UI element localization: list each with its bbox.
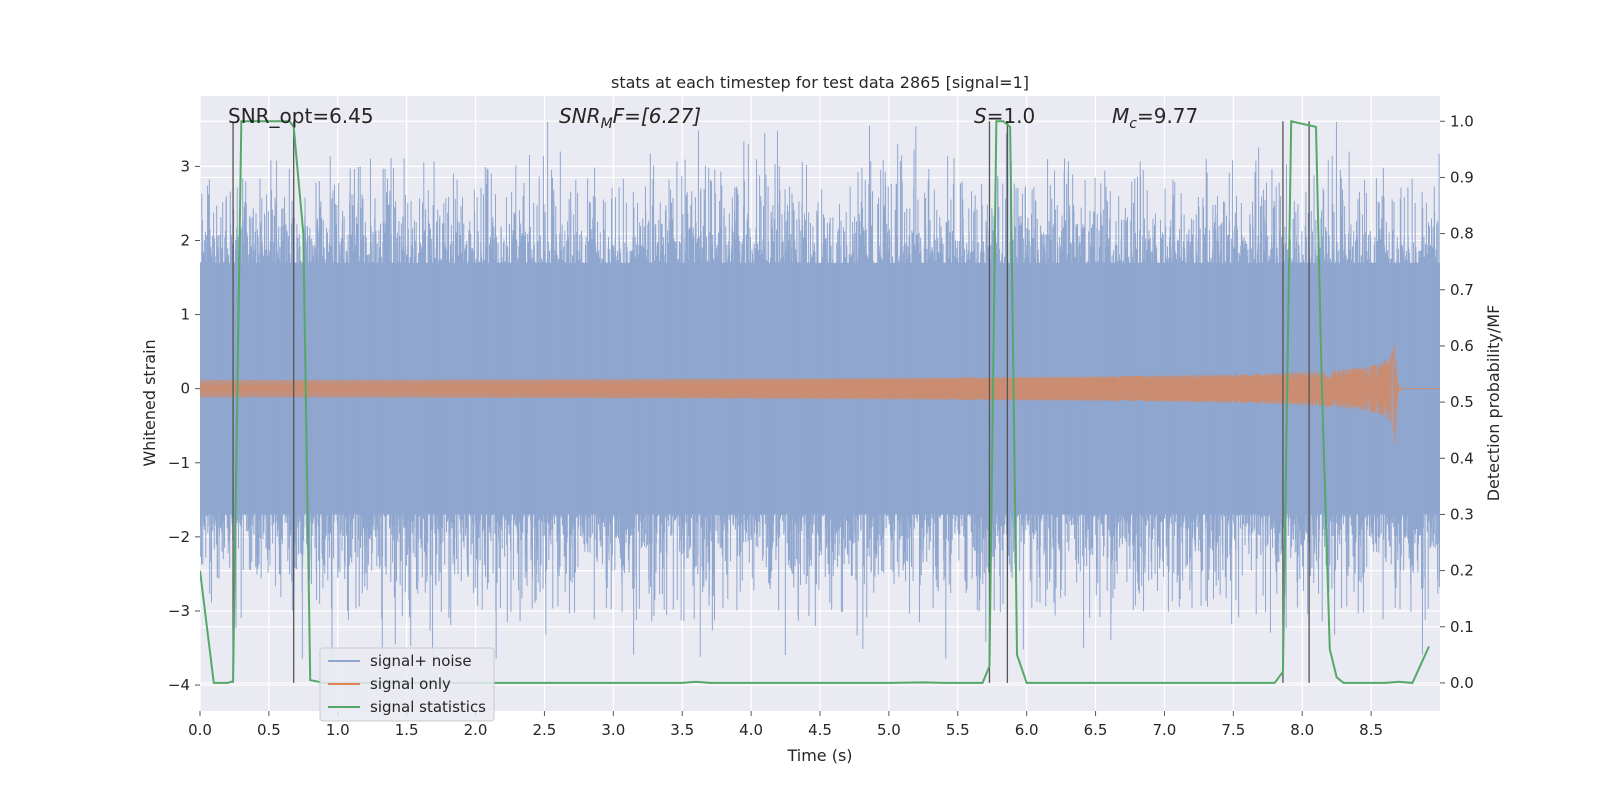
legend-box — [319, 647, 495, 722]
x-tick-label-6: 3.0 — [601, 721, 625, 739]
y-left-tick-label-6: 2 — [180, 231, 190, 249]
y-right-tick-label-9: 0.9 — [1450, 168, 1474, 186]
y-axis-right-ticks: 0.0 0.1 0.2 0.3 0.4 0.5 0.6 0.7 0.8 0.9 1.0 — [1440, 112, 1474, 692]
x-tick-label-7: 3.5 — [670, 721, 694, 739]
annotation-mc-sub: c — [1129, 116, 1137, 132]
y-right-tick-label-8: 0.8 — [1450, 225, 1474, 243]
x-tick-label-2: 1.0 — [326, 721, 350, 739]
y-right-tick-label-1: 0.1 — [1450, 618, 1474, 636]
x-tick-label-16: 8.0 — [1290, 721, 1314, 739]
y-left-tick-label-7: 3 — [180, 157, 190, 175]
annotation-s-suffix: =1.0 — [987, 104, 1036, 128]
y-right-tick-label-0: 0.0 — [1450, 674, 1474, 692]
annotation-s: S=1.0 — [974, 104, 1035, 128]
x-tick-label-17: 8.5 — [1359, 721, 1383, 739]
annotation-mc: Mc=9.77 — [1112, 104, 1198, 132]
y-right-tick-label-10: 1.0 — [1450, 112, 1474, 130]
annotation-mc-suffix: =9.77 — [1137, 104, 1198, 128]
y-right-tick-label-3: 0.3 — [1450, 505, 1474, 523]
y-right-tick-label-2: 0.2 — [1450, 562, 1474, 580]
y-axis-right-label: Detection probability/MF — [1484, 305, 1503, 502]
legend-label-signal-noise: signal+ noise — [370, 652, 472, 670]
y-right-tick-label-7: 0.7 — [1450, 281, 1474, 299]
y-axis-left-ticks: −4 −3 −2 −1 0 1 2 3 — [168, 157, 200, 694]
x-tick-label-0: 0.0 — [188, 721, 212, 739]
x-tick-label-13: 6.5 — [1084, 721, 1108, 739]
annotation-snr-mf-suffix: F=[6.27] — [613, 104, 701, 128]
y-left-tick-label-0: −4 — [168, 676, 190, 694]
annotation-snr-mf-prefix: SNR — [559, 104, 601, 128]
series-signal-only — [200, 344, 1440, 444]
y-right-tick-label-5: 0.5 — [1450, 393, 1474, 411]
marker-lines — [232, 121, 1310, 683]
y-left-tick-label-5: 1 — [180, 306, 190, 324]
series-signal-noise — [200, 121, 1440, 661]
legend: signal+ noise signal only signal statist… — [319, 647, 495, 722]
x-tick-label-8: 4.0 — [739, 721, 763, 739]
annotation-s-prefix: S — [974, 104, 987, 128]
y-left-tick-label-4: 0 — [180, 380, 190, 398]
x-axis-label: Time (s) — [786, 746, 852, 765]
x-tick-label-4: 2.0 — [464, 721, 488, 739]
x-tick-label-5: 2.5 — [533, 721, 557, 739]
x-tick-label-15: 7.5 — [1221, 721, 1245, 739]
y-axis-left-label: Whitened strain — [140, 339, 159, 466]
x-tick-label-11: 5.5 — [946, 721, 970, 739]
x-tick-label-9: 4.5 — [808, 721, 832, 739]
y-right-tick-label-4: 0.4 — [1450, 449, 1474, 467]
x-axis-ticks: 0.0 0.5 1.0 1.5 2.0 2.5 3.0 3.5 4.0 4.5 5.0 5.5 6.0 6… — [188, 711, 1383, 739]
y-left-tick-label-2: −2 — [168, 528, 190, 546]
plot-title: stats at each timestep for test data 286… — [611, 73, 1029, 92]
legend-label-signal-only: signal only — [370, 675, 451, 693]
series-signal-statistics — [200, 120, 1430, 684]
x-tick-label-10: 5.0 — [877, 721, 901, 739]
y-right-tick-label-6: 0.6 — [1450, 337, 1474, 355]
y-left-tick-label-1: −3 — [168, 602, 190, 620]
x-tick-label-1: 0.5 — [257, 721, 281, 739]
y-left-tick-label-3: −1 — [168, 454, 190, 472]
annotation-snr-mf: SNRMF=[6.27] — [559, 104, 701, 132]
legend-label-signal-statistics: signal statistics — [370, 698, 486, 716]
annotation-mc-prefix: M — [1112, 104, 1129, 128]
x-tick-label-12: 6.0 — [1015, 721, 1039, 739]
x-tick-label-14: 7.0 — [1153, 721, 1177, 739]
x-tick-label-3: 1.5 — [395, 721, 419, 739]
annotation-snr-opt: SNR_opt=6.45 — [228, 104, 374, 128]
annotation-snr-mf-sub: M — [601, 116, 613, 132]
